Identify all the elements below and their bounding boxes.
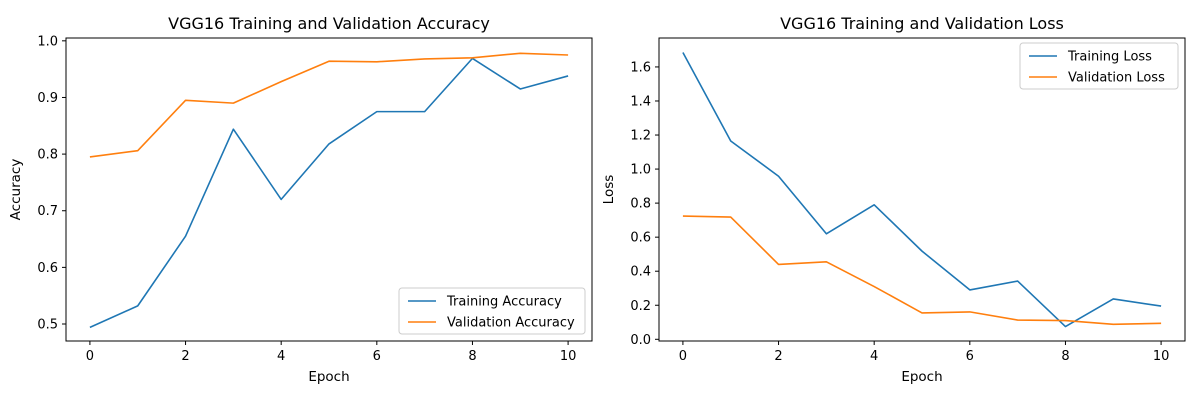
legend: Training Loss Validation Loss	[1019, 42, 1179, 90]
y-tick-label: 0.6	[630, 231, 651, 246]
y-tick-label: 0.9	[37, 91, 58, 106]
series-line-validation-loss	[682, 215, 1162, 326]
x-tick-label: 2	[774, 349, 782, 364]
y-tick-label: 0.5	[37, 318, 58, 333]
y-tick-label: 0.0	[630, 333, 651, 348]
x-tick-label: 4	[277, 349, 285, 364]
x-tick-label: 4	[870, 349, 878, 364]
legend-label: Validation Loss	[1068, 71, 1165, 86]
x-tick-label: 10	[560, 349, 577, 364]
legend: Training Accuracy Validation Accuracy	[398, 287, 586, 335]
y-tick-label: 0.2	[630, 299, 651, 314]
y-axis-label: Loss	[601, 175, 617, 205]
legend-box	[1019, 42, 1179, 90]
y-axis-label: Accuracy	[8, 159, 24, 221]
x-axis-label: Epoch	[308, 369, 349, 385]
y-tick-label: 0.8	[37, 148, 58, 163]
y-tick-label: 0.8	[630, 197, 651, 212]
y-tick-label: 0.6	[37, 261, 58, 276]
series-line-training-accuracy	[89, 57, 569, 329]
y-tick-label: 1.4	[630, 94, 651, 109]
legend-label: Training Loss	[1067, 50, 1152, 65]
axes-frame	[658, 37, 1186, 342]
chart-panel-1: 0 2 4 6 8 10 0.5 0.6 0.7 0.8 0.9 1.0 VGG16 Training …	[8, 14, 593, 385]
x-tick-label: 0	[679, 349, 687, 364]
x-tick-label: 6	[373, 349, 381, 364]
legend-label: Validation Accuracy	[447, 316, 575, 331]
y-tick-label: 0.4	[630, 265, 651, 280]
x-axis-label: Epoch	[901, 369, 942, 385]
legend-label: Training Accuracy	[446, 295, 562, 310]
y-tick-label: 1.6	[630, 60, 651, 75]
x-tick-label: 8	[1061, 349, 1069, 364]
y-tick-label: 1.2	[630, 129, 651, 144]
series-line-validation-accuracy	[89, 52, 569, 158]
legend-box	[398, 287, 586, 335]
chart-panel-2: 0 2 4 6 8 10 0.0 0.2 0.4 0.6 0.8 1.0 1.2 1.4 1.6 VGG16 …	[601, 14, 1186, 385]
y-tick-label: 1.0	[37, 34, 58, 49]
x-tick-label: 8	[468, 349, 476, 364]
x-tick-label: 6	[966, 349, 974, 364]
axes-frame	[65, 37, 593, 342]
x-tick-label: 0	[86, 349, 94, 364]
chart-title: VGG16 Training and Validation Loss	[780, 14, 1064, 33]
y-tick-label: 0.7	[37, 204, 58, 219]
x-tick-label: 2	[181, 349, 189, 364]
chart-title: VGG16 Training and Validation Accuracy	[168, 14, 490, 33]
series-line-training-loss	[682, 52, 1162, 328]
y-tick-label: 1.0	[630, 163, 651, 178]
x-tick-label: 10	[1153, 349, 1170, 364]
